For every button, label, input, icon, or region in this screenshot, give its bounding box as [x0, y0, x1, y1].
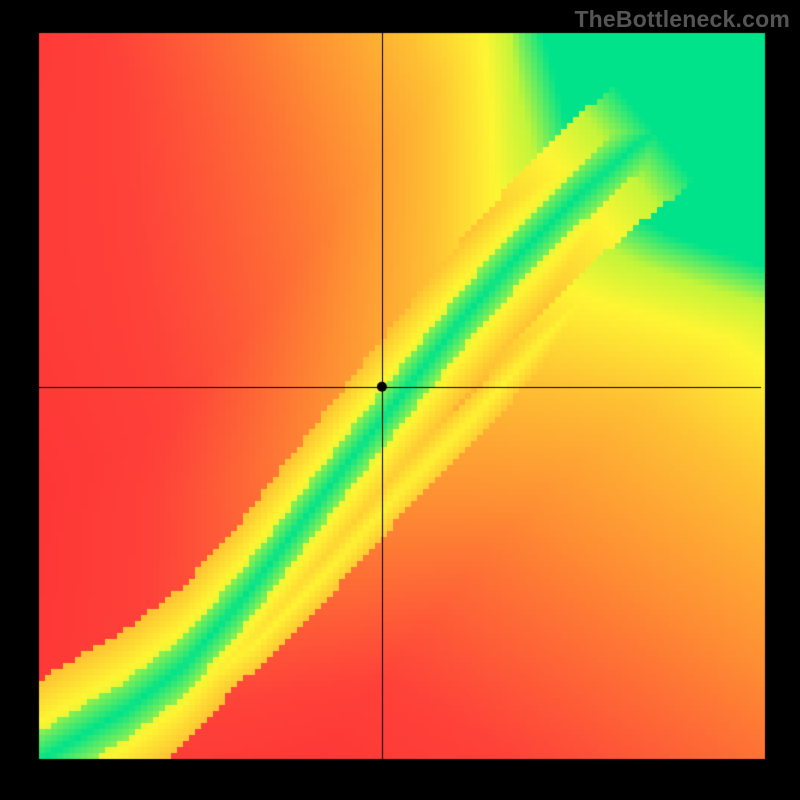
watermark-text: TheBottleneck.com	[574, 6, 790, 33]
chart-container: TheBottleneck.com	[0, 0, 800, 800]
bottleneck-heatmap	[0, 0, 800, 800]
